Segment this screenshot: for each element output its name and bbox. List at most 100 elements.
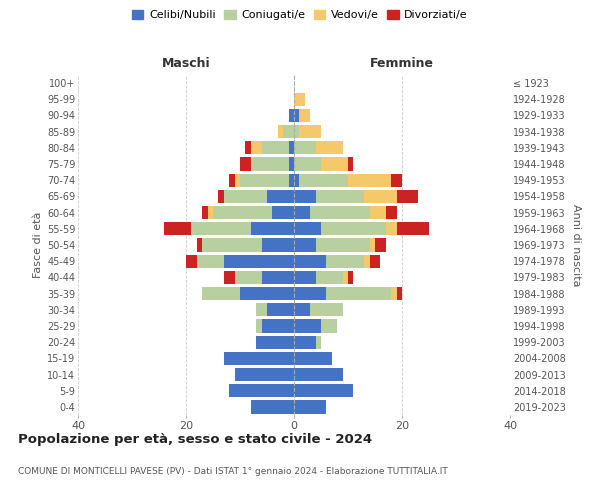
Bar — [370, 254, 380, 268]
Bar — [251, 158, 289, 170]
Text: COMUNE DI MONTICELLI PAVESE (PV) - Dati ISTAT 1° gennaio 2024 - Elaborazione TUT: COMUNE DI MONTICELLI PAVESE (PV) - Dati … — [18, 468, 448, 476]
Bar — [202, 287, 240, 300]
Y-axis label: Anni di nascita: Anni di nascita — [571, 204, 581, 286]
Bar — [294, 92, 305, 106]
Bar — [202, 238, 262, 252]
Bar — [397, 190, 418, 203]
Bar — [294, 158, 321, 170]
Bar — [343, 270, 348, 284]
Bar — [213, 206, 272, 220]
Bar — [326, 254, 364, 268]
Bar — [370, 238, 375, 252]
Bar — [348, 158, 353, 170]
Bar — [391, 287, 397, 300]
Bar — [240, 158, 251, 170]
Bar — [348, 174, 391, 187]
Bar — [256, 303, 267, 316]
Bar — [240, 174, 289, 187]
Bar — [294, 206, 310, 220]
Bar — [235, 174, 240, 187]
Bar — [321, 320, 337, 332]
Bar — [240, 287, 294, 300]
Bar — [245, 141, 251, 154]
Y-axis label: Fasce di età: Fasce di età — [32, 212, 43, 278]
Bar — [294, 336, 316, 349]
Bar — [224, 352, 294, 365]
Bar — [294, 238, 316, 252]
Bar — [229, 174, 235, 187]
Bar — [186, 254, 197, 268]
Bar — [294, 384, 353, 398]
Bar — [218, 190, 224, 203]
Bar — [294, 254, 326, 268]
Bar — [299, 174, 348, 187]
Bar — [299, 125, 321, 138]
Bar — [294, 352, 332, 365]
Bar — [294, 190, 316, 203]
Bar — [316, 270, 343, 284]
Bar — [197, 238, 202, 252]
Text: Femmine: Femmine — [370, 57, 434, 70]
Bar — [283, 125, 294, 138]
Bar — [251, 400, 294, 413]
Bar — [375, 238, 386, 252]
Bar — [229, 384, 294, 398]
Bar — [294, 270, 316, 284]
Bar — [289, 109, 294, 122]
Bar — [294, 125, 299, 138]
Bar — [289, 158, 294, 170]
Bar — [294, 320, 321, 332]
Bar — [310, 206, 370, 220]
Bar — [321, 158, 348, 170]
Bar — [294, 222, 321, 235]
Bar — [164, 222, 191, 235]
Bar — [294, 109, 299, 122]
Bar — [370, 206, 386, 220]
Bar — [278, 125, 283, 138]
Bar — [391, 174, 402, 187]
Bar — [272, 206, 294, 220]
Bar — [316, 238, 370, 252]
Bar — [251, 141, 262, 154]
Bar — [262, 320, 294, 332]
Legend: Celibi/Nubili, Coniugati/e, Vedovi/e, Divorziati/e: Celibi/Nubili, Coniugati/e, Vedovi/e, Di… — [128, 6, 472, 25]
Bar — [294, 368, 343, 381]
Bar — [294, 141, 316, 154]
Bar — [294, 303, 310, 316]
Text: Popolazione per età, sesso e stato civile - 2024: Popolazione per età, sesso e stato civil… — [18, 432, 372, 446]
Bar — [310, 303, 343, 316]
Bar — [256, 320, 262, 332]
Bar — [386, 222, 397, 235]
Bar — [262, 238, 294, 252]
Bar — [364, 190, 397, 203]
Bar — [326, 287, 391, 300]
Bar — [299, 109, 310, 122]
Bar — [386, 206, 397, 220]
Bar — [262, 270, 294, 284]
Bar — [251, 222, 294, 235]
Bar — [289, 141, 294, 154]
Bar — [235, 368, 294, 381]
Bar — [321, 222, 386, 235]
Bar — [267, 190, 294, 203]
Bar — [316, 336, 321, 349]
Bar — [224, 190, 267, 203]
Bar — [294, 174, 299, 187]
Bar — [202, 206, 208, 220]
Bar — [316, 190, 364, 203]
Bar — [235, 270, 262, 284]
Bar — [224, 270, 235, 284]
Bar — [262, 141, 289, 154]
Bar — [294, 287, 326, 300]
Bar — [267, 303, 294, 316]
Bar — [197, 254, 224, 268]
Bar — [289, 174, 294, 187]
Bar — [397, 287, 402, 300]
Bar — [294, 400, 326, 413]
Bar — [397, 222, 429, 235]
Bar — [224, 254, 294, 268]
Bar — [348, 270, 353, 284]
Bar — [316, 141, 343, 154]
Bar — [256, 336, 294, 349]
Bar — [191, 222, 251, 235]
